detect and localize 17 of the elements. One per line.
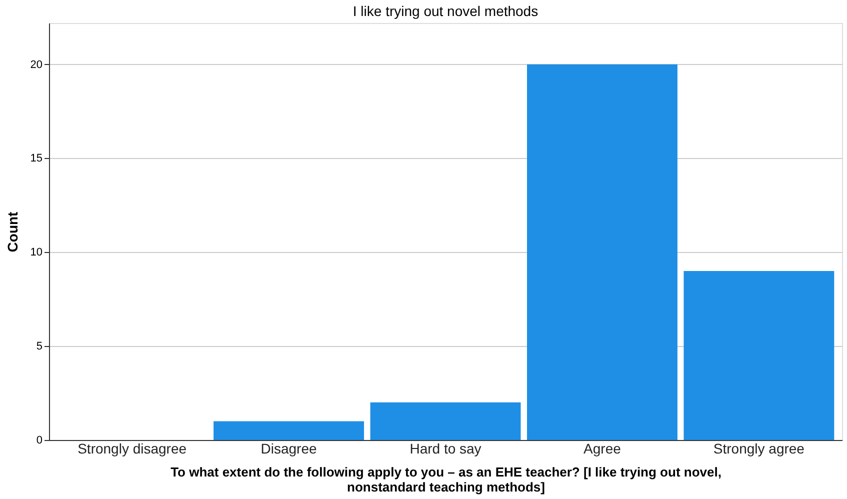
x-axis-title: To what extent do the following apply to you – as an EHE teacher? [I like trying out novel, nonstandard teaching methods]	[170, 464, 722, 494]
x-tick-label: Agree	[584, 440, 622, 456]
y-tick-label: 5	[36, 340, 42, 353]
y-axis-title: Count	[4, 211, 20, 252]
bar	[684, 270, 834, 440]
chart-title: I like trying out novel methods	[352, 3, 538, 19]
y-tick-label: 10	[30, 246, 42, 259]
x-tick-label: Hard to say	[410, 440, 482, 456]
x-tick-label: Disagree	[260, 440, 318, 456]
x-tick-label: Strongly disagree	[78, 440, 187, 456]
x-tick-label: Strongly agree	[713, 440, 805, 456]
y-tick-label: 15	[30, 152, 42, 165]
bar	[526, 64, 678, 440]
bar	[370, 402, 521, 440]
y-tick-label: 20	[30, 58, 42, 71]
y-tick-label: 0	[36, 434, 42, 446]
bar	[214, 421, 364, 440]
